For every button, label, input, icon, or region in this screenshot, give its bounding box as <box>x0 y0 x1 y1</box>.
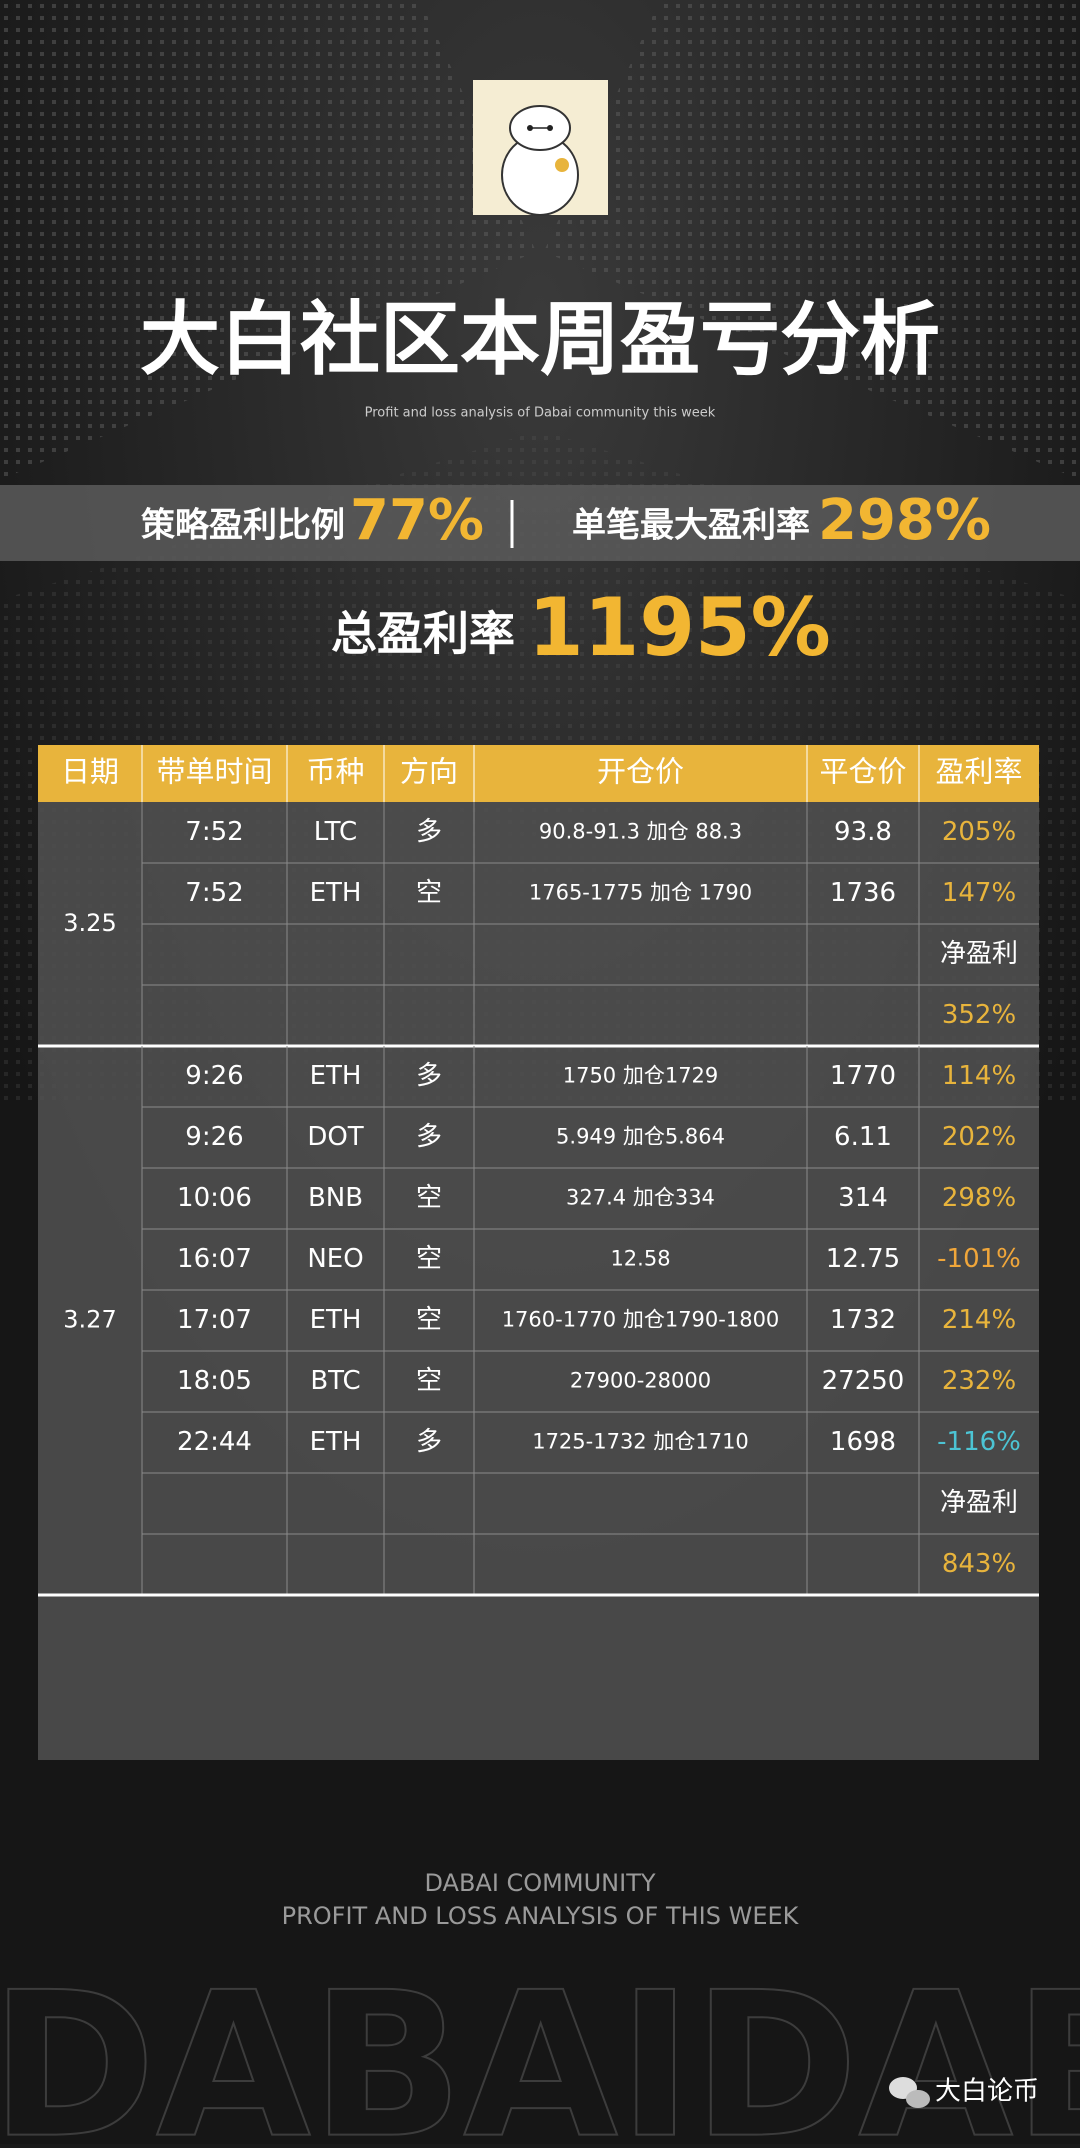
trade-cell: 1750 加仓1729 <box>563 1064 719 1088</box>
rate-cell: 298% <box>942 1183 1016 1213</box>
account-name: 大白论币 <box>935 2077 1039 2107</box>
dot-pattern <box>0 0 1080 480</box>
logo <box>473 80 608 216</box>
trade-cell: LTC <box>314 817 357 847</box>
net-label: 净盈利 <box>940 939 1018 969</box>
trade-cell: DOT <box>307 1122 363 1152</box>
rate-cell: 202% <box>942 1122 1016 1152</box>
trade-cell: 9:26 <box>185 1122 243 1152</box>
trade-cell: 16:07 <box>177 1244 252 1274</box>
table: 日期 带单时间 币种 方向 开仓价 平仓价 盈利率 3.25 7:52 LTC 多 90.8-91.3… <box>38 745 1039 1760</box>
rate-cell: 232% <box>942 1366 1016 1396</box>
rate-cell: 205% <box>942 817 1016 847</box>
trade-cell: 7:52 <box>185 878 243 908</box>
total-value: 1195% <box>528 581 831 674</box>
rate-cell: -116% <box>937 1427 1021 1457</box>
trade-cell: 9:26 <box>185 1061 243 1091</box>
watermark: DABAIDAB <box>0 1950 1080 2144</box>
trade-cell: 314 <box>838 1183 888 1213</box>
stats-band <box>0 485 1080 561</box>
wechat-icon <box>889 2077 930 2108</box>
trade-cell: 1736 <box>830 878 896 908</box>
stat-value: 298% <box>818 488 991 553</box>
trade-cell: 空 <box>416 1244 442 1274</box>
trade-cell: 22:44 <box>177 1427 252 1457</box>
subtitle: Profit and loss analysis of Dabai commun… <box>365 406 716 421</box>
trade-cell: 327.4 加仓334 <box>566 1186 715 1210</box>
rate-cell: 114% <box>942 1061 1016 1091</box>
header-cell: 平仓价 <box>819 755 906 789</box>
trade-cell: 空 <box>416 1183 442 1213</box>
table-body <box>38 802 1039 1760</box>
trade-cell: 多 <box>416 817 442 847</box>
trade-cell: ETH <box>310 878 362 908</box>
trade-cell: 1765-1775 加仓 1790 <box>529 881 752 905</box>
trade-cell: 10:06 <box>177 1183 252 1213</box>
net-value: 352% <box>942 1000 1016 1030</box>
trade-cell: 93.8 <box>834 817 892 847</box>
date-cell: 3.27 <box>63 1306 116 1334</box>
header-cell: 币种 <box>306 755 364 789</box>
trade-cell: 1770 <box>830 1061 896 1091</box>
header-cell: 盈利率 <box>935 755 1022 789</box>
trade-cell: 空 <box>416 1305 442 1335</box>
trade-cell: 6.11 <box>834 1122 892 1152</box>
trade-cell: 5.949 加仓5.864 <box>556 1125 725 1149</box>
trade-cell: 12.58 <box>610 1247 670 1271</box>
trade-cell: BNB <box>308 1183 363 1213</box>
header-cell: 日期 <box>61 755 119 789</box>
header-cell: 方向 <box>400 755 458 789</box>
date-cell: 3.25 <box>63 909 116 937</box>
rate-cell: 214% <box>942 1305 1016 1335</box>
trade-cell: 1760-1770 加仓1790-1800 <box>502 1308 780 1332</box>
net-label: 净盈利 <box>940 1488 1018 1518</box>
trade-cell: 多 <box>416 1122 442 1152</box>
trade-cell: 多 <box>416 1427 442 1457</box>
trade-cell: 1725-1732 加仓1710 <box>532 1430 749 1454</box>
stat-label: 策略盈利比例 <box>141 506 345 546</box>
rate-cell: -101% <box>937 1244 1021 1274</box>
rate-cell: 147% <box>942 878 1016 908</box>
stat-value: 77% <box>350 488 484 553</box>
trade-cell: 空 <box>416 878 442 908</box>
footer-line: PROFIT AND LOSS ANALYSIS OF THIS WEEK <box>282 1902 800 1930</box>
header-cell: 带单时间 <box>156 755 272 789</box>
trade-cell: ETH <box>310 1305 362 1335</box>
trade-cell: 27250 <box>822 1366 905 1396</box>
trade-cell: ETH <box>310 1427 362 1457</box>
trade-cell: 1698 <box>830 1427 896 1457</box>
total-label: 总盈利率 <box>331 607 515 661</box>
footer-line: DABAI COMMUNITY <box>424 1869 655 1897</box>
title: 大白社区本周盈亏分析 <box>140 293 940 386</box>
trade-cell: 17:07 <box>177 1305 252 1335</box>
trade-cell: 7:52 <box>185 817 243 847</box>
trade-cell: 12.75 <box>826 1244 900 1274</box>
trade-cell: ETH <box>310 1061 362 1091</box>
trade-cell: 空 <box>416 1366 442 1396</box>
trade-cell: BTC <box>310 1366 360 1396</box>
trade-cell: 18:05 <box>177 1366 252 1396</box>
net-value: 843% <box>942 1549 1016 1579</box>
header-cell: 开仓价 <box>597 755 684 789</box>
trade-cell: 1732 <box>830 1305 896 1335</box>
stat-label: 单笔最大盈利率 <box>572 506 810 546</box>
trade-cell: NEO <box>307 1244 363 1274</box>
trade-cell: 90.8-91.3 加仓 88.3 <box>539 820 742 844</box>
trade-cell: 多 <box>416 1061 442 1091</box>
table-header <box>38 745 1039 802</box>
trade-cell: 27900-28000 <box>570 1369 711 1393</box>
